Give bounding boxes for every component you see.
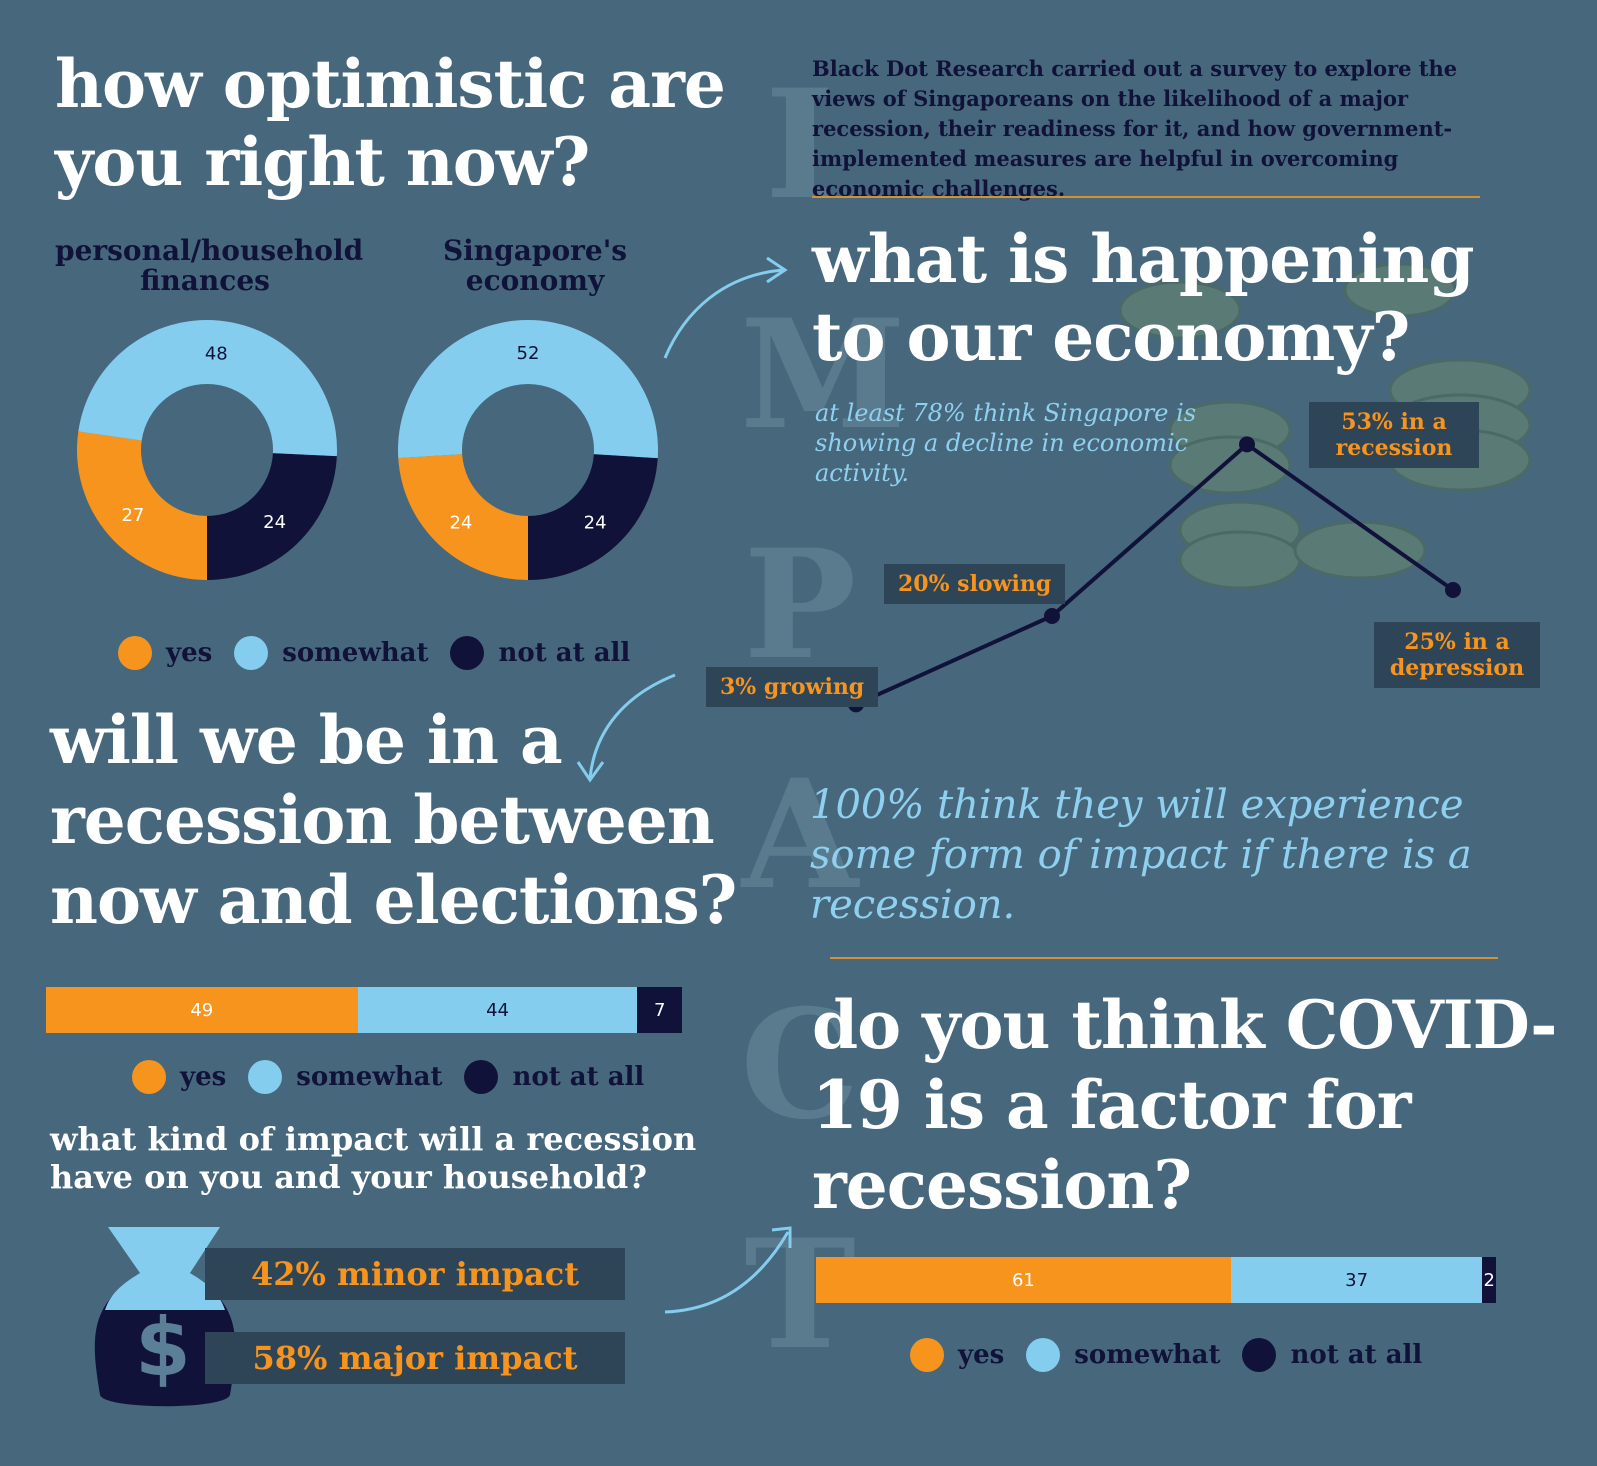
line-point xyxy=(1239,436,1255,453)
legend-recession: yes somewhat not at all xyxy=(132,1060,666,1094)
legend-dot-somewhat xyxy=(1026,1338,1061,1372)
legend-label-not-at-all: not at all xyxy=(512,1062,645,1092)
arrow-icon xyxy=(664,1226,792,1314)
legend-label-somewhat: somewhat xyxy=(296,1062,443,1092)
bar-segment-not-at-all: 7 xyxy=(637,987,682,1033)
donut-value-label: 24 xyxy=(584,512,607,533)
donut-slice-not-at-all xyxy=(207,453,337,580)
bar-segment-yes: 49 xyxy=(46,987,358,1033)
impact-minor: 42% minor impact xyxy=(205,1248,625,1300)
covid-title: do you think COVID-19 is a factor for re… xyxy=(812,986,1558,1224)
legend-label-yes: yes xyxy=(958,1340,1005,1370)
impact-major: 58% major impact xyxy=(205,1332,625,1384)
legend-dot-yes xyxy=(910,1338,944,1372)
money-bag-icon: $ xyxy=(94,1227,236,1407)
divider-bottom xyxy=(830,957,1498,959)
legend-dot-somewhat xyxy=(234,636,269,670)
impact-letter: C xyxy=(740,977,860,1153)
divider-top xyxy=(812,196,1480,198)
stat-decline: at least 78% think Singapore is showing … xyxy=(815,399,1197,487)
legend-dot-somewhat xyxy=(248,1060,283,1094)
intro-text: Black Dot Research carried out a survey … xyxy=(812,56,1458,201)
legend-label-somewhat: somewhat xyxy=(1074,1340,1221,1370)
legend-dot-yes xyxy=(132,1060,166,1094)
recession-title: will we be in a recession between now an… xyxy=(50,701,737,939)
legend-optimism: yes somewhat not at all xyxy=(118,636,652,670)
legend-dot-not-at-all xyxy=(450,636,485,670)
economy-title: what is happening to our economy? xyxy=(812,220,1474,376)
line-point xyxy=(1044,608,1060,624)
donut-value-label: 24 xyxy=(449,512,472,533)
donut-slice-not-at-all xyxy=(528,454,658,580)
line-point xyxy=(1445,582,1461,598)
bar-segment-not-at-all: 2 xyxy=(1482,1257,1496,1303)
optimism-title: how optimistic are you right now? xyxy=(55,45,726,201)
svg-text:$: $ xyxy=(135,1301,191,1394)
donut-slice-somewhat xyxy=(78,319,337,457)
donut-chart-economy: 24 24 52 xyxy=(398,319,658,580)
bar-segment-somewhat: 44 xyxy=(357,987,638,1033)
point-label-slowing: 20% slowing xyxy=(884,564,1066,604)
legend-covid: yes somewhat not at all xyxy=(910,1338,1444,1372)
donut-chart-personal: 24 27 48 xyxy=(77,319,337,580)
arrow-icon xyxy=(663,256,788,359)
legend-label-not-at-all: not at all xyxy=(498,638,631,668)
impact-letter: A xyxy=(741,747,859,923)
legend-dot-not-at-all xyxy=(464,1060,499,1094)
point-label-recession: 53% in a recession xyxy=(1309,402,1479,468)
covid-stacked-bar: 61 37 2 xyxy=(816,1257,1496,1303)
donut-value-label: 27 xyxy=(121,505,144,526)
donut-slice-yes xyxy=(77,431,208,580)
donut-value-label: 52 xyxy=(517,343,540,364)
donut-slice-yes xyxy=(398,454,528,580)
donut2-title: Singapore's economy xyxy=(442,234,628,297)
legend-label-somewhat: somewhat xyxy=(282,638,429,668)
legend-label-not-at-all: not at all xyxy=(1290,1340,1423,1370)
impact-question: what kind of impact will a recession hav… xyxy=(50,1120,697,1196)
point-label-depression: 25% in a depression xyxy=(1374,622,1540,688)
economy-line-chart xyxy=(848,436,1461,713)
bar-segment-yes: 61 xyxy=(816,1257,1231,1303)
line-series xyxy=(855,441,1455,707)
recession-stacked-bar: 49 44 7 xyxy=(46,987,682,1033)
donut-value-label: 24 xyxy=(263,512,286,533)
stat-impact: 100% think they will experience some for… xyxy=(810,782,1472,928)
donut1-title: personal/household finances xyxy=(55,234,364,297)
donut-slice-somewhat xyxy=(398,319,658,459)
impact-letter: P xyxy=(743,517,857,693)
legend-label-yes: yes xyxy=(166,638,213,668)
arrow-icon xyxy=(576,673,676,783)
donut-value-label: 48 xyxy=(205,343,228,364)
legend-dot-yes xyxy=(118,636,152,670)
point-label-growing: 3% growing xyxy=(706,667,879,707)
bar-segment-somewhat: 37 xyxy=(1230,1257,1483,1303)
impact-letter: I xyxy=(764,57,836,233)
legend-dot-not-at-all xyxy=(1242,1338,1277,1372)
legend-label-yes: yes xyxy=(180,1062,227,1092)
